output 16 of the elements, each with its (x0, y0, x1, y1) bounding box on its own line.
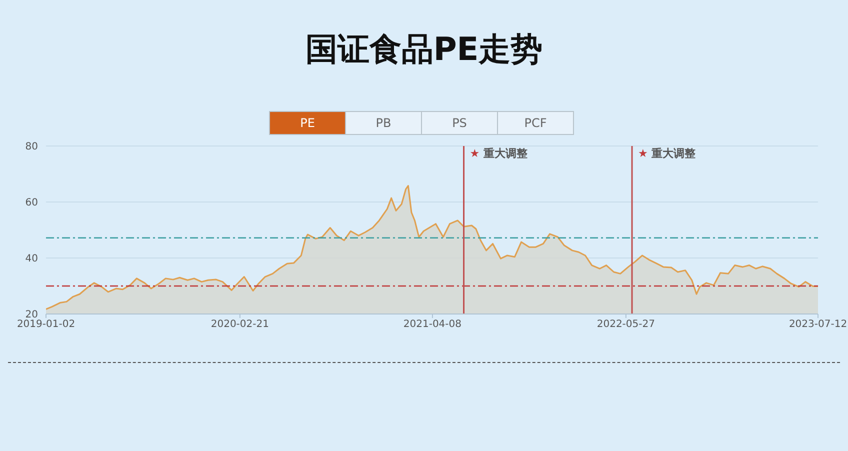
tab-button: PE (269, 111, 346, 135)
x-tick-label: 2021-04-08 (403, 319, 462, 330)
ref-line-label: ★ 重大调整 (638, 147, 697, 160)
tab-button: PS (421, 111, 498, 135)
tab-button: PB (345, 111, 422, 135)
y-tick-label: 20 (25, 310, 38, 321)
x-tick-label: 2023-07-12 (788, 319, 848, 330)
chart-title: 国证食品PE走势 (304, 29, 544, 70)
x-tick-label: 2022-05-27 (596, 319, 655, 330)
ref-line-label: ★ 重大调整 (470, 147, 528, 160)
x-tick-label: 2020-02-21 (210, 319, 269, 330)
y-tick-label: 60 (25, 198, 38, 209)
y-tick-label: 40 (25, 254, 38, 265)
x-tick-label: 2019-01-02 (16, 319, 76, 330)
tab-button: PCF (497, 111, 574, 135)
y-tick-label: 80 (25, 142, 38, 153)
